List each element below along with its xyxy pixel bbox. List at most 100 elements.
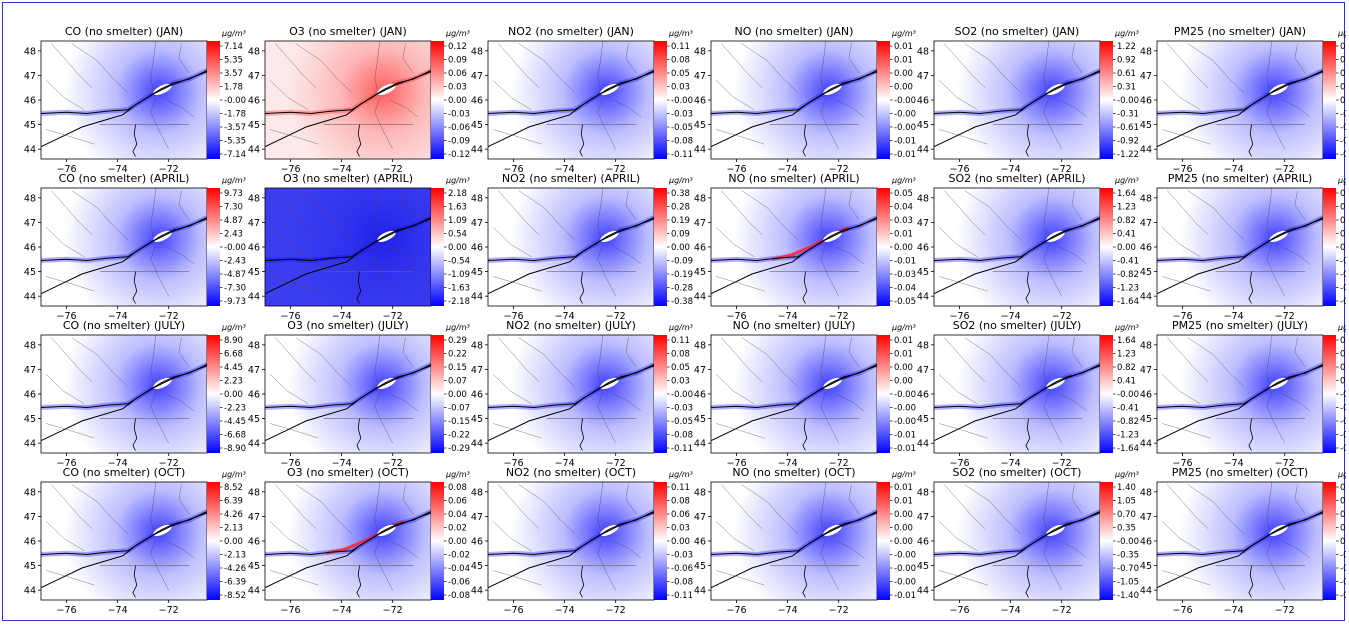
colorbar-tick-label: -0.00 — [894, 564, 916, 574]
y-tick-label: 47 — [694, 512, 706, 523]
tributary-line — [492, 374, 532, 405]
coast-line — [41, 218, 207, 295]
colorbar-tick-label: 8.52 — [224, 483, 243, 493]
x-tick-label: −76 — [950, 164, 970, 175]
colorbar-tick-label: -0.92 — [1117, 137, 1139, 147]
colorbar: μg/m³ 0.01 0.01 0.00 0.00 -0.00 -0.00 -0.00 -0.0… — [877, 29, 916, 160]
coast-line — [1157, 218, 1323, 295]
y-tick-label: 48 — [24, 340, 36, 351]
tributary-line — [46, 570, 95, 586]
colorbar-gradient — [207, 188, 220, 306]
x-tick-label: −76 — [504, 458, 524, 469]
tributary-line — [71, 337, 128, 387]
colorbar-tick-label: 0.00 — [1340, 537, 1346, 547]
y-tick-label: 46 — [24, 243, 36, 254]
tributary-line — [389, 99, 419, 118]
colorbar-tick-label: -0.00 — [894, 417, 916, 427]
colorbar-tick-label: -0.00 — [671, 390, 693, 400]
y-tick-label: 45 — [917, 561, 929, 572]
panel-co-jan: CO (no smelter) (JAN) −76 −74 −72 44 45 46 47 48… — [24, 25, 246, 175]
colorbar-tick-label: -0.31 — [1117, 110, 1139, 120]
colorbar-tick-label: 0.06 — [671, 510, 690, 520]
tributary-line — [51, 337, 93, 382]
y-tick-label: 45 — [1140, 414, 1152, 425]
y-tick-label: 48 — [248, 46, 260, 57]
x-tick-label: −72 — [383, 605, 403, 616]
y-tick-label: 46 — [471, 96, 483, 107]
panel-title: O3 (no smelter) (JAN) — [289, 25, 407, 38]
tributary-line — [150, 335, 157, 385]
colorbar-tick-label: -0.38 — [671, 297, 693, 307]
panel-title: NO2 (no smelter) (JAN) — [508, 25, 634, 38]
colorbar-gradient — [1323, 188, 1336, 306]
y-tick-label: 47 — [1140, 512, 1152, 523]
colorbar-unit: μg/m³ — [445, 323, 470, 332]
x-tick-label: −72 — [1275, 458, 1295, 469]
y-tick-label: 48 — [694, 193, 706, 204]
plume-field — [41, 335, 207, 453]
colorbar-tick-label: -0.04 — [1340, 137, 1346, 147]
coast-line — [1157, 71, 1323, 148]
map-field — [488, 482, 654, 600]
colorbar-tick-label: 4.45 — [224, 363, 243, 373]
plume-field — [265, 335, 431, 453]
tributary-line — [1294, 337, 1306, 368]
tributary-line — [597, 41, 604, 91]
tributary-line — [721, 484, 763, 529]
colorbar-unit: μg/m³ — [1114, 176, 1139, 185]
tributary-line — [848, 43, 860, 74]
coast-line — [488, 71, 654, 148]
tributary-line — [374, 482, 381, 532]
colorbar-unit: μg/m³ — [668, 323, 693, 332]
colorbar: μg/m³ 0.05 0.04 0.03 0.01 0.00 -0.01 -0.03 -0.04… — [877, 176, 916, 307]
colorbar-tick-label: 6.39 — [224, 497, 243, 507]
tributary-line — [269, 80, 309, 111]
y-tick-label: 44 — [1140, 145, 1152, 156]
tributary-line — [1187, 337, 1244, 387]
y-tick-label: 48 — [471, 193, 483, 204]
x-tick-label: −76 — [57, 164, 77, 175]
plume-field — [711, 482, 877, 600]
tributary-line — [716, 129, 765, 145]
colorbar-unit: μg/m³ — [221, 470, 246, 479]
map-field — [488, 41, 654, 159]
tributary-line — [964, 43, 1021, 93]
map-field — [934, 335, 1100, 453]
panel-title: PM25 (no smelter) (APRIL) — [1168, 172, 1313, 185]
x-tick-label: −76 — [57, 605, 77, 616]
tributary-line — [1187, 43, 1244, 93]
y-tick-label: 47 — [1140, 365, 1152, 376]
colorbar-unit: μg/m³ — [221, 29, 246, 38]
colorbar-tick-label: 1.05 — [1117, 497, 1136, 507]
colorbar-tick-label: 2.23 — [224, 377, 243, 387]
colorbar-tick-label: 0.11 — [671, 483, 690, 493]
plume-field — [1157, 335, 1323, 453]
coast-line — [711, 71, 877, 148]
colorbar-tick-label: 0.09 — [671, 230, 690, 240]
tributary-line — [741, 43, 798, 93]
tributary-line — [835, 99, 865, 118]
panel-o3-july: O3 (no smelter) (JULY) −76 −74 −72 44 45 46 47 4… — [248, 319, 470, 469]
colorbar-tick-label: -0.01 — [894, 591, 916, 601]
colorbar-tick-label: 0.11 — [671, 336, 690, 346]
coast-line — [711, 365, 877, 442]
tributary-line — [1058, 540, 1088, 559]
colorbar-tick-label: 2.43 — [224, 230, 243, 240]
map-field — [265, 41, 431, 159]
y-tick-label: 46 — [24, 537, 36, 548]
y-tick-label: 46 — [248, 537, 260, 548]
y-tick-label: 46 — [694, 390, 706, 401]
panel-o3-jan: O3 (no smelter) (JAN) −76 −74 −72 44 45 46 47 48… — [248, 25, 470, 175]
x-tick-label: −74 — [1224, 605, 1244, 616]
colorbar-unit: μg/m³ — [445, 470, 470, 479]
tributary-line — [1058, 393, 1088, 412]
figure-grid: CO (no smelter) (JAN) −76 −74 −72 44 45 46 47 48… — [24, 25, 1346, 616]
panel-no2-oct: NO2 (no smelter) (OCT) −76 −74 −72 44 45 46 47 4… — [471, 466, 693, 616]
tributary-line — [402, 190, 414, 221]
x-tick-label: −74 — [778, 458, 798, 469]
y-tick-label: 47 — [917, 512, 929, 523]
y-tick-label: 46 — [694, 537, 706, 548]
tributary-line — [820, 41, 827, 91]
colorbar-tick-label: 0.06 — [448, 69, 467, 79]
tributary-line — [275, 43, 317, 88]
